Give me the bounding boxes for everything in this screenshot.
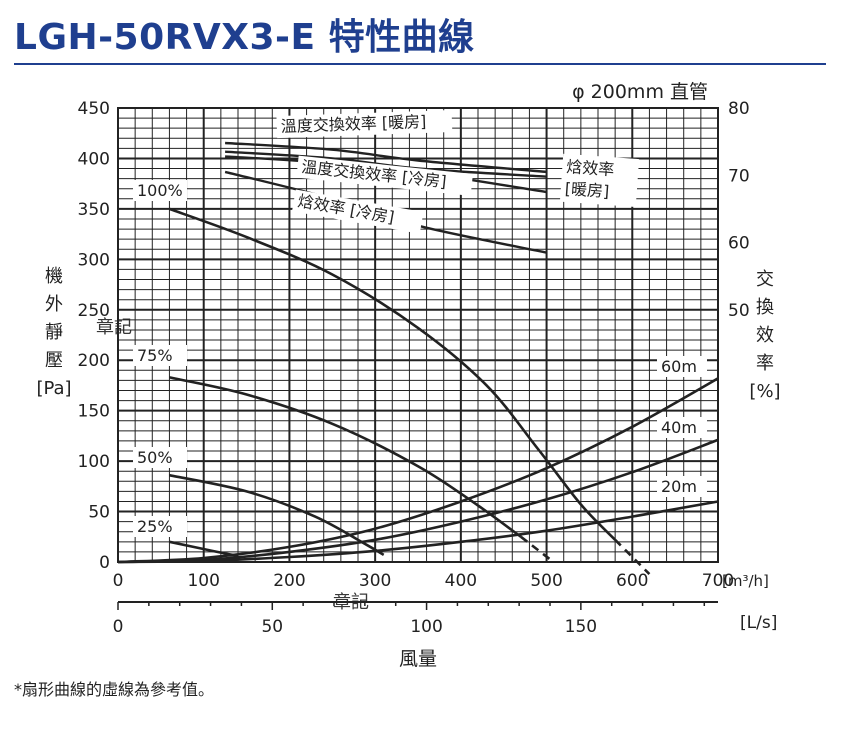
- label-text: [暖房]: [564, 179, 610, 201]
- efficiency-curve: [225, 150, 547, 178]
- y-tick-label-right: 60: [728, 234, 750, 254]
- y-axis-title-right: 交: [756, 269, 774, 290]
- x-unit-bottom: [L/s]: [740, 613, 777, 633]
- fan-curve-dashed-75%: [520, 535, 552, 562]
- x-tick-label: 400: [445, 571, 477, 591]
- duct-curve-60m: [117, 377, 719, 564]
- y-tick-label-right: 70: [728, 166, 750, 186]
- y-tick-label-left: 400: [78, 149, 110, 169]
- title-divider: [14, 63, 826, 65]
- efficiency-label-cooling-temp: 溫度交換效率 [冷房]: [296, 155, 473, 196]
- efficiency-label-heating-temp: 溫度交換效率 [暖房]: [276, 110, 453, 139]
- x-tick-label: 600: [616, 571, 648, 591]
- x-unit-top: [m³/h]: [722, 572, 769, 590]
- duct-curve-20m: [117, 500, 719, 564]
- watermark: 章記: [333, 592, 369, 613]
- fan-label-50%: 50%: [133, 447, 187, 468]
- label-background: [133, 180, 187, 201]
- efficiency-label-heating-enthalpy: 焓效率[暖房]: [559, 153, 640, 207]
- label-text: 60m: [661, 357, 697, 376]
- plot-frame: [117, 107, 719, 563]
- y-axis-title-left: 靜: [45, 322, 63, 343]
- y-axis-title-left: 機: [45, 266, 63, 287]
- x2-tick-label: 150: [565, 617, 597, 637]
- y-tick-label-left: 250: [78, 301, 110, 321]
- label-background: [657, 417, 707, 438]
- y-axis-title-right: 換: [756, 297, 774, 318]
- x-tick-label: 300: [359, 571, 391, 591]
- label-text: 焓效率 [冷房]: [296, 191, 395, 227]
- label-background: [133, 345, 187, 366]
- label-background: [133, 516, 187, 537]
- y-tick-label-right: 80: [728, 99, 750, 119]
- y-tick-label-left: 50: [88, 503, 110, 523]
- label-text: 75%: [137, 346, 173, 365]
- y-tick-label-right: 50: [728, 301, 750, 321]
- y-tick-label-left: 450: [78, 99, 110, 119]
- page-title: LGH-50RVX3-E 特性曲線: [14, 17, 475, 58]
- y-tick-label-left: 200: [78, 351, 110, 371]
- duct-label-20m: 20m: [657, 476, 707, 497]
- x-axis-title: 風量: [399, 648, 437, 670]
- label-background: [296, 155, 473, 196]
- footnote: *扇形曲線的虛線為參考值。: [14, 680, 215, 699]
- label-text: 50%: [137, 448, 173, 467]
- duct-label-60m: 60m: [657, 356, 707, 377]
- fan-curve-50%: [169, 473, 385, 557]
- x2-tick-label: 100: [410, 617, 442, 637]
- chart-curves: [117, 141, 719, 576]
- y-axis-title-left: 外: [45, 294, 63, 315]
- y-tick-label-left: 0: [99, 553, 110, 573]
- label-background: [276, 110, 453, 139]
- x2-tick-label: 0: [113, 617, 124, 637]
- fan-label-100%: 100%: [133, 180, 187, 201]
- label-background: [292, 189, 424, 234]
- label-text: 20m: [661, 477, 697, 496]
- fan-curve-75%: [169, 376, 522, 538]
- fan-curve-100%: [168, 207, 617, 541]
- y-tick-label-left: 350: [78, 200, 110, 220]
- fan-curve-25%: [169, 540, 239, 558]
- x-tick-label: 200: [273, 571, 305, 591]
- y-axis-title-right: [%]: [749, 381, 780, 402]
- label-background: [559, 153, 640, 207]
- x-tick-label: 0: [113, 571, 124, 591]
- chart-axes: 0 50 100 150 200 250 300 350 400 450 50 60 70 80 0 100 2…: [36, 81, 780, 670]
- x2-tick-label: 50: [261, 617, 283, 637]
- label-background: [657, 476, 707, 497]
- y-axis-title-left: [Pa]: [36, 378, 71, 399]
- label-text: 焓效率: [566, 157, 615, 179]
- y-axis-title-left: 壓: [45, 350, 63, 371]
- label-background: [133, 447, 187, 468]
- y-axis-title-right: 效: [756, 325, 774, 346]
- duct-label-40m: 40m: [657, 417, 707, 438]
- x-tick-label: 100: [187, 571, 219, 591]
- duct-curve-40m: [117, 438, 719, 564]
- x-tick-label: 500: [530, 571, 562, 591]
- fan-label-75%: 75%: [133, 345, 187, 366]
- label-text: 100%: [137, 181, 183, 200]
- efficiency-curve: [225, 141, 547, 174]
- watermark: 章記: [96, 317, 132, 338]
- label-text: 25%: [137, 517, 173, 536]
- y-tick-label-left: 100: [78, 452, 110, 472]
- pipe-label: φ 200mm 直管: [572, 81, 708, 103]
- label-background: [657, 356, 707, 377]
- x-tick-label: 700: [702, 571, 734, 591]
- y-tick-label-left: 150: [78, 402, 110, 422]
- y-axis-title-right: 率: [756, 353, 774, 374]
- fan-label-25%: 25%: [133, 516, 187, 537]
- label-text: 40m: [661, 418, 697, 437]
- y-tick-label-left: 300: [78, 250, 110, 270]
